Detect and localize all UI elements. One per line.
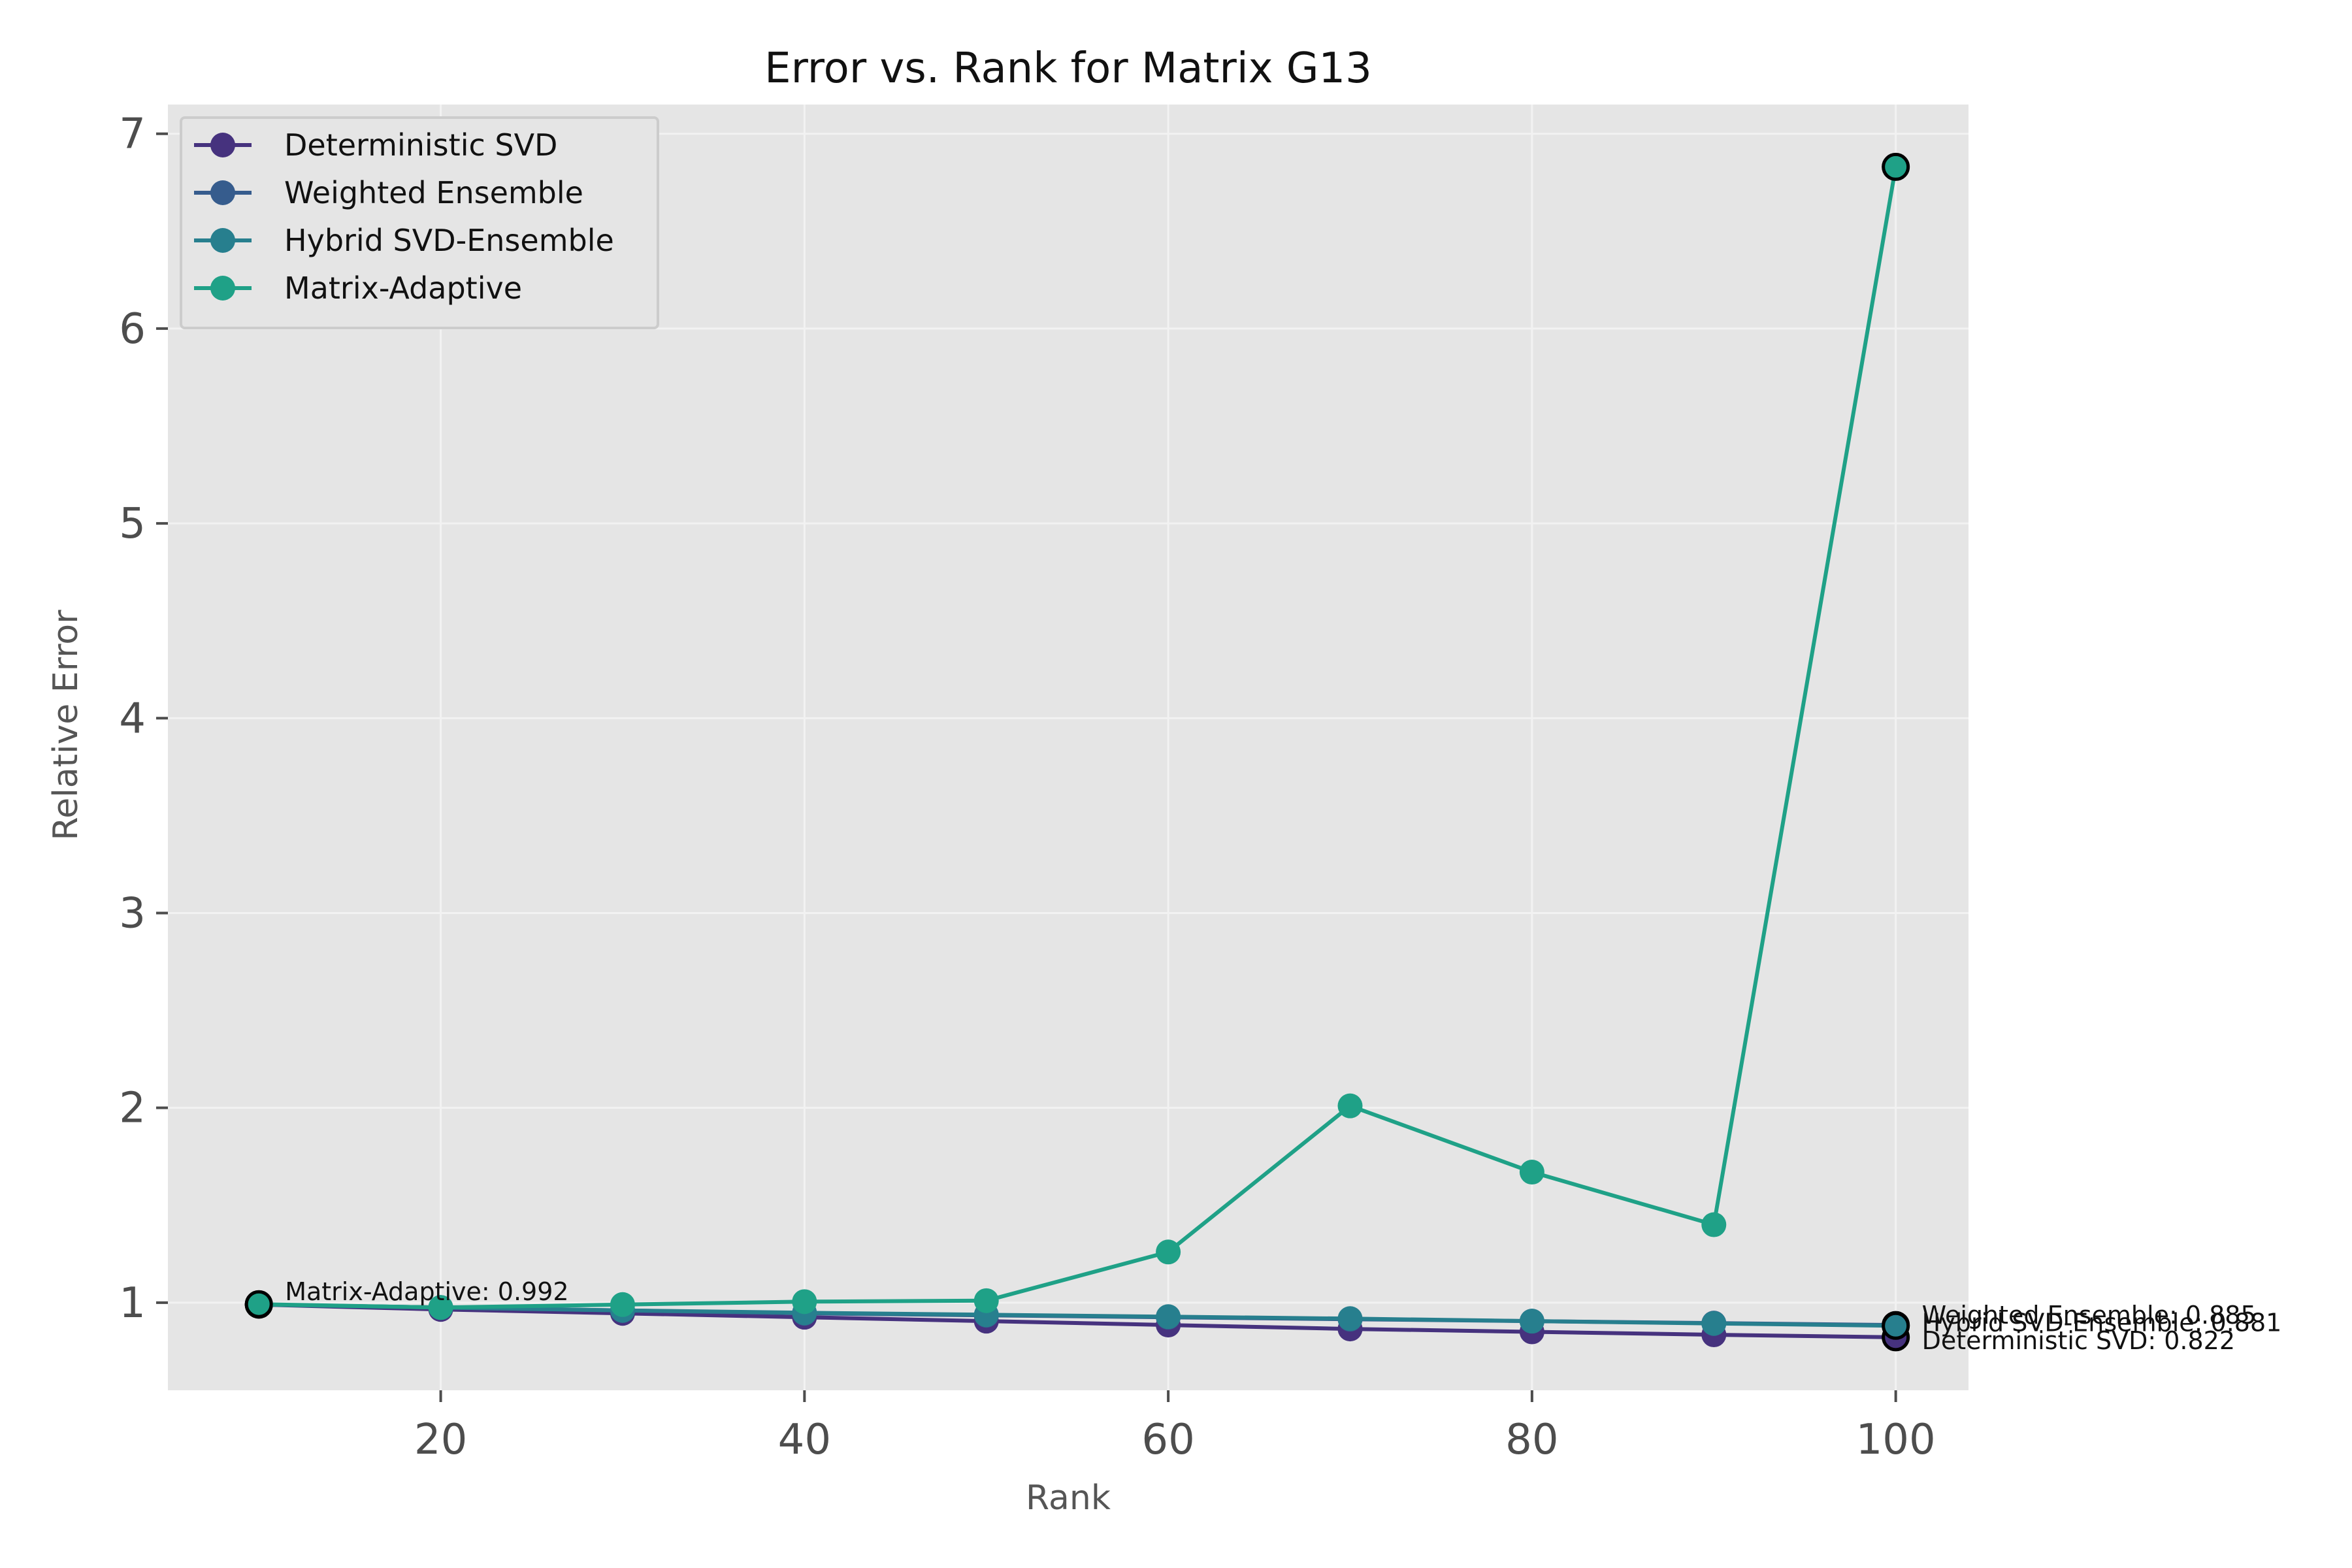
y-tick-label: 2 [119,1085,146,1133]
annotations: Matrix-Adaptive: 0.992 Weighted Ensemble:… [285,1277,2281,1355]
data-point-matrix-adaptive [1882,152,1910,181]
x-tick-label: 40 [778,1416,831,1464]
annotation-label: Weighted Ensemble: 0.885 [1922,1301,2257,1330]
data-point-hybrid-svd-ensemble [1337,1306,1363,1331]
x-axis-label: Rank [1026,1478,1111,1518]
y-tick-label: 4 [119,694,146,743]
y-tick-label: 7 [119,110,146,159]
series-line-hybrid-svd-ensemble [259,1302,1896,1328]
annotation-label: Matrix-Adaptive: 0.992 [285,1277,568,1306]
annotation-label: Deterministic SVD: 0.822 [1922,1326,2235,1355]
data-point-matrix-adaptive [1337,1093,1363,1119]
series-line-matrix-adaptive [259,166,1898,1310]
legend-swatch-marker [210,180,235,205]
legend-swatch-marker [210,133,235,157]
data-point-matrix-adaptive [1519,1160,1544,1185]
axis-ticks: 20 40 60 80 100 1 2 3 4 5 6 7 [119,110,1935,1464]
data-point-matrix-adaptive [1701,1212,1727,1237]
series-matrix-adaptive [244,152,1910,1320]
legend-label: Hybrid SVD-Ensemble [284,223,614,258]
grid-lines [168,105,1968,1390]
series-lines [244,152,1910,1352]
legend-item-hybrid-svd-ensemble: Hybrid SVD-Ensemble [194,223,614,258]
y-tick-label: 5 [119,500,146,548]
legend-item-matrix-adaptive: Matrix-Adaptive [194,270,522,306]
y-axis-label: Relative Error [46,610,86,841]
x-tick-label: 60 [1141,1416,1194,1464]
data-point-hybrid-svd-ensemble [1882,1311,1910,1340]
data-point-matrix-adaptive [973,1288,999,1313]
legend-box [180,116,659,329]
y-tick-label: 3 [119,889,146,938]
legend-item-deterministic-svd: Deterministic SVD [194,127,557,163]
legend-label: Matrix-Adaptive [284,270,522,306]
data-point-matrix-adaptive [610,1292,635,1317]
legend-swatch-marker [210,276,235,301]
x-tick-label: 100 [1856,1416,1936,1464]
y-tick-label: 6 [119,305,146,353]
data-point-hybrid-svd-ensemble [1519,1309,1544,1334]
legend-label: Weighted Ensemble [284,175,583,210]
series-line-deterministic-svd [259,1302,1896,1339]
data-point-matrix-adaptive [792,1289,817,1315]
legend-item-weighted-ensemble: Weighted Ensemble [194,175,583,210]
legend: Deterministic SVD Weighted Ensemble Hybrid… [180,116,659,329]
data-point-matrix-adaptive [1156,1239,1181,1265]
legend-swatch-marker [210,228,235,253]
data-point-matrix-adaptive [244,1290,273,1318]
y-tick-label: 1 [119,1279,146,1328]
chart-title: Error vs. Rank for Matrix G13 [764,44,1372,93]
x-tick-label: 80 [1505,1416,1558,1464]
data-point-hybrid-svd-ensemble [1701,1311,1727,1336]
data-point-hybrid-svd-ensemble [1156,1304,1181,1330]
legend-label: Deterministic SVD [284,127,557,163]
annotation-label: Hybrid SVD-Ensemble: 0.881 [1922,1308,2282,1337]
x-tick-label: 20 [414,1416,467,1464]
data-point-matrix-adaptive [428,1295,453,1320]
